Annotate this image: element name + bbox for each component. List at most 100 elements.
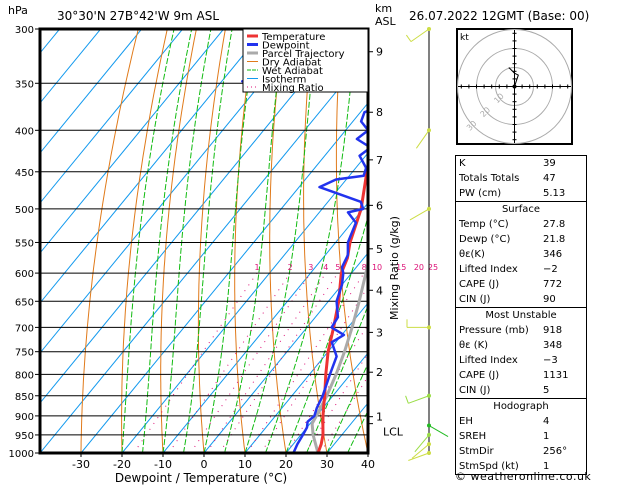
temperature-tick-label: 40 — [361, 458, 375, 471]
pressure-tick-label: 650 — [15, 297, 34, 308]
most-unstable-label: θε (K) — [459, 340, 489, 351]
mixing-ratio-label: 3 — [308, 263, 313, 272]
wind-barb-dot — [427, 128, 431, 133]
index-row: K 39 — [456, 156, 586, 171]
mixing-ratio-label: 5 — [335, 263, 340, 272]
hpa-label: hPa — [8, 4, 28, 17]
hodograph-label: EH — [459, 416, 473, 427]
legend-label: Temperature — [261, 32, 325, 43]
pressure-tick-label: 300 — [15, 25, 34, 36]
most-unstable-label: CIN (J) — [459, 385, 491, 396]
most-unstable-label: Pressure (mb) — [459, 325, 529, 336]
isotherm-line — [40, 29, 102, 104]
index-row: Totals Totals 47 — [456, 171, 586, 186]
most-unstable-row: Lifted Index −3 — [456, 353, 586, 368]
index-value: 5.13 — [543, 188, 566, 199]
pressure-tick-label: 800 — [15, 370, 34, 381]
index-label: Totals Totals — [459, 173, 520, 184]
pressure-tick-label: 900 — [15, 412, 34, 423]
dry-adiabat-line — [80, 29, 139, 453]
copyright: © weatheronline.co.uk — [455, 470, 592, 483]
most-unstable-row: CAPE (J) 1131 — [456, 368, 586, 383]
pressure-tick-label: 700 — [15, 323, 34, 334]
hodograph-section: Hodograph EH 4 SREH 1 StmDir 256° StmSpd (kt) 1 — [456, 399, 586, 475]
legend-label: Parcel Trajectory — [262, 49, 345, 60]
hodograph-row: StmSpd (kt) 1 — [456, 459, 586, 474]
most-unstable-row: θε (K) 348 — [456, 338, 586, 353]
surface-value: −2 — [543, 264, 558, 275]
legend-label: Mixing Ratio — [262, 83, 324, 94]
index-label: PW (cm) — [459, 188, 502, 199]
most-unstable-value: 918 — [543, 325, 563, 336]
pressure-tick-label: 1000 — [9, 449, 34, 460]
wind-barb-dot — [427, 451, 431, 455]
mixing-ratio-label: 20 — [414, 263, 424, 272]
wet-adiabat-line — [306, 304, 368, 453]
hodograph-value: 4 — [543, 416, 550, 427]
wet-adiabat-line — [142, 29, 193, 453]
hodograph-trace — [508, 67, 519, 87]
hodograph-label: StmSpd (kt) — [459, 461, 519, 472]
surface-row: θε(K) 346 — [456, 247, 586, 262]
wind-barb-dot — [427, 27, 431, 31]
general-indices: K 39 Totals Totals 47 PW (cm) 5.13 — [456, 156, 586, 202]
wet-adiabat-line — [203, 29, 257, 453]
wet-adiabat-line — [162, 29, 212, 453]
index-value: 39 — [543, 158, 556, 169]
wind-barb-dot — [427, 206, 431, 211]
surface-value: 772 — [543, 279, 563, 290]
surface-value: 27.8 — [543, 219, 566, 230]
most-unstable-label: Lifted Index — [459, 355, 518, 366]
hodograph-row: EH 4 — [456, 414, 586, 429]
dry-adiabat-line — [160, 29, 197, 453]
km-tick-label: 7 — [376, 154, 383, 167]
wind-barb — [410, 28, 430, 43]
mixing-ratio-line — [133, 272, 258, 453]
hodograph-value: 1 — [543, 431, 550, 442]
most-unstable-row: CIN (J) 5 — [456, 383, 586, 398]
km-label: km — [375, 2, 392, 15]
mixing-ratio-label: 4 — [323, 263, 328, 272]
surface-label: CIN (J) — [459, 294, 491, 305]
wind-barb — [414, 434, 430, 453]
pressure-tick-label: 500 — [15, 205, 34, 216]
mixing-ratio-line — [319, 375, 368, 453]
mixing-ratio-label: 8 — [362, 263, 367, 272]
most-unstable-value: 348 — [543, 340, 563, 351]
mixing-ratio-axis-label: Mixing Ratio (g/kg) — [388, 216, 401, 320]
surface-row: Temp (°C) 27.8 — [456, 217, 586, 232]
surface-row: CAPE (J) 772 — [456, 277, 586, 292]
lcl-label: LCL — [383, 426, 404, 439]
wind-barb-flag — [405, 395, 409, 404]
pressure-tick-label: 600 — [15, 269, 34, 280]
km-tick-label: 6 — [376, 199, 383, 212]
most-unstable-section: Most Unstable Pressure (mb) 918 θε (K) 348 L… — [456, 308, 586, 399]
pressure-axis: 300 350 400 450 500 550 600 650 700 750 800 850 900 9… — [9, 25, 40, 460]
wet-adiabat-line — [285, 214, 368, 453]
km-tick-label: 2 — [376, 366, 383, 379]
surface-label: CAPE (J) — [459, 279, 500, 290]
surface-label: Lifted Index — [459, 264, 518, 275]
isotherm-line — [40, 29, 225, 254]
wind-barb — [409, 208, 430, 221]
surface-row: Dewp (°C) 21.8 — [456, 232, 586, 247]
datetime-title: 26.07.2022 12GMT (Base: 00) — [409, 9, 589, 23]
index-label: K — [459, 158, 466, 169]
mixing-ratio-label: 25 — [428, 263, 438, 272]
isotherm-line — [244, 302, 368, 453]
indices-table: K 39 Totals Totals 47 PW (cm) 5.13 Surface Te… — [455, 155, 587, 475]
legend-label: Wet Adiabat — [262, 66, 323, 77]
surface-value: 21.8 — [543, 234, 566, 245]
isotherm-line — [80, 102, 368, 453]
isotherm-line — [40, 29, 61, 54]
pressure-tick-label: 350 — [15, 79, 34, 90]
hodograph-unit-label: kt — [460, 33, 469, 43]
wind-barb-dot — [427, 325, 431, 330]
dry-adiabat-line — [121, 29, 168, 453]
km-tick-label: 3 — [376, 326, 383, 339]
hodograph-label: StmDir — [459, 446, 494, 457]
wet-adiabat-line — [244, 29, 318, 453]
surface-label: Temp (°C) — [459, 219, 509, 230]
km-tick-label: 1 — [376, 411, 383, 424]
